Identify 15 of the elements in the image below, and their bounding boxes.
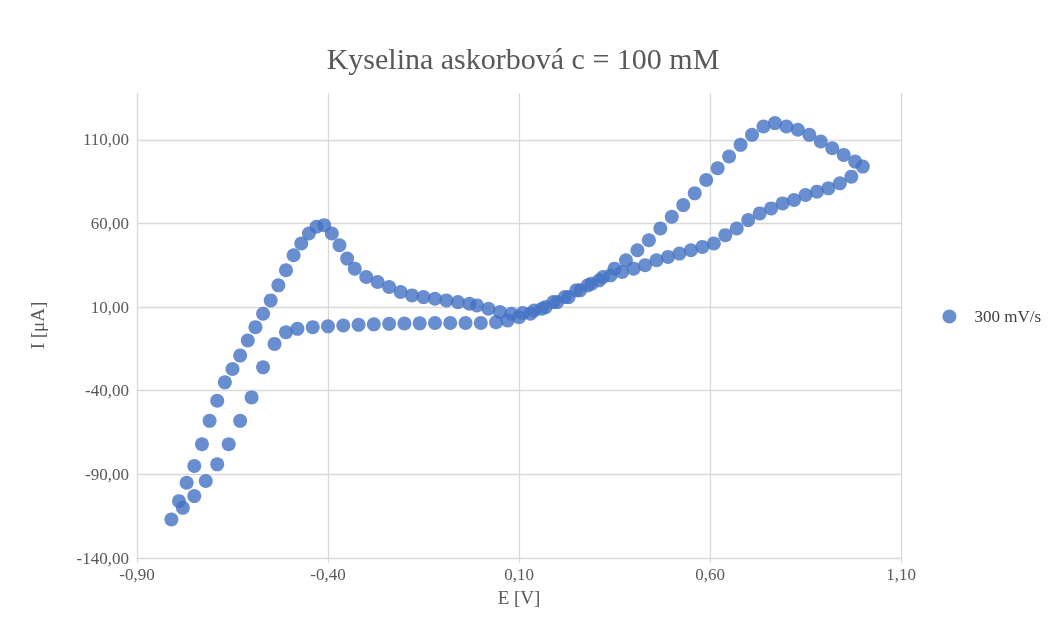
y-tick-label: -40,00: [85, 381, 129, 401]
legend-label: 300 mV/s: [974, 307, 1041, 326]
x-tick-label: 0,60: [695, 565, 725, 584]
y-tick-label: 110,00: [82, 130, 129, 150]
x-tick-label: -0,90: [119, 565, 155, 584]
x-tick-label: -0,40: [310, 565, 346, 584]
x-axis-title: E [V]: [497, 586, 541, 608]
y-tick-label: 60,00: [90, 213, 129, 233]
y-tick-label: -140,00: [76, 548, 129, 568]
y-tick-label: 10,00: [90, 297, 129, 317]
x-tick-label: 1,10: [886, 565, 916, 584]
chart-title: Kyselina askorbová c = 100 mM: [326, 41, 720, 75]
y-tick-label: -90,00: [85, 464, 129, 484]
y-axis-title: I [μA]: [27, 301, 48, 350]
x-tick-label: 0,10: [504, 565, 534, 584]
